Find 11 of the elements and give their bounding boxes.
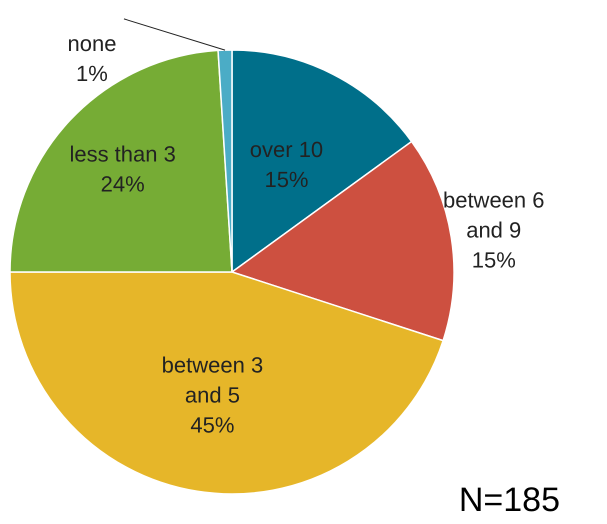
data-label: 24% — [100, 171, 145, 196]
slice-label: over 10 — [250, 137, 324, 162]
data-label: 15% — [264, 167, 308, 192]
slice-label: between 6 and 9 — [442, 188, 545, 243]
data-label: 45% — [190, 412, 234, 438]
slice-label: between 3 and 5 — [162, 352, 264, 408]
slice-label: less than 3 — [69, 141, 176, 166]
data-label: 15% — [472, 248, 516, 273]
data-label: 1% — [76, 60, 108, 86]
slice-label: none — [67, 30, 116, 56]
text: N=185 — [458, 481, 560, 519]
